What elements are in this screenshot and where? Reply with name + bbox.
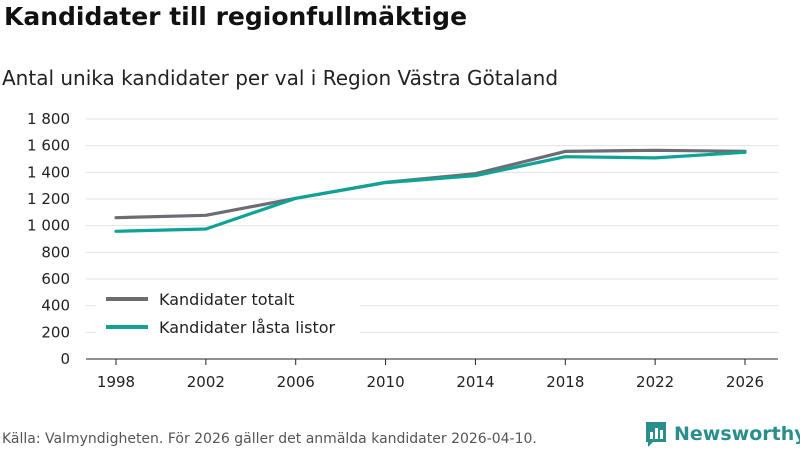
series-line-lasta-listor: [116, 152, 745, 231]
x-tick-label: 2014: [456, 373, 494, 391]
x-tick-label: 2026: [726, 373, 764, 391]
x-tick-label: 2022: [636, 373, 674, 391]
y-tick-label: 1 600: [27, 137, 70, 155]
brand-name: Newsworthy: [674, 423, 800, 445]
newsworthy-logo-icon: [644, 420, 668, 448]
x-tick-label: 2010: [366, 373, 404, 391]
x-tick-label: 1998: [97, 373, 135, 391]
y-tick-label: 1 400: [27, 163, 70, 181]
y-tick-label: 1 000: [27, 217, 70, 235]
y-tick-label: 600: [41, 270, 70, 288]
y-tick-label: 0: [60, 350, 70, 368]
legend-label: Kandidater låsta listor: [159, 318, 336, 337]
x-axis: 1998 2002 2006 2010 2014 2018 2022 2026: [86, 359, 778, 391]
x-tick-label: 2002: [187, 373, 225, 391]
y-tick-label: 800: [41, 243, 70, 261]
x-tick-label: 2006: [277, 373, 315, 391]
y-tick-label: 200: [41, 323, 70, 341]
legend-label: Kandidater totalt: [159, 290, 294, 309]
source-note: Källa: Valmyndigheten. För 2026 gäller d…: [2, 431, 537, 447]
series-lines: [116, 150, 745, 231]
y-tick-label: 1 200: [27, 190, 70, 208]
y-axis-tick-labels: 0 200 400 600 800 1 000 1 200 1 400 1 600 1 800: [27, 110, 70, 368]
x-tick-label: 2018: [546, 373, 584, 391]
y-tick-label: 400: [41, 297, 70, 315]
legend: Kandidater totalt Kandidater låsta listor: [96, 286, 360, 344]
newsworthy-brand: Newsworthy: [644, 420, 800, 448]
y-tick-label: 1 800: [27, 110, 70, 128]
series-line-totalt: [116, 150, 745, 217]
